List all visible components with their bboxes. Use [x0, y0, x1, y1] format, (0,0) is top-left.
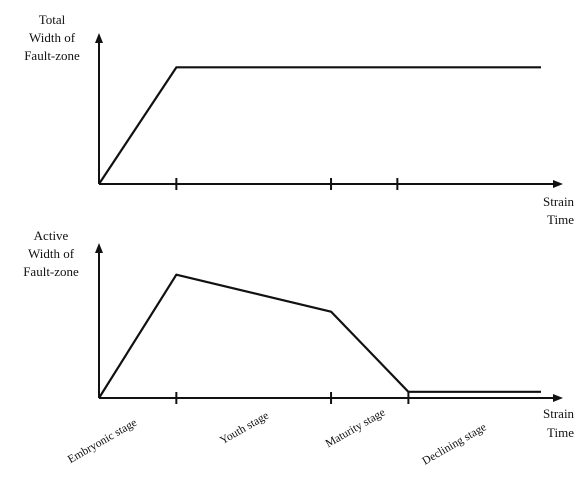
total-width-chart: Total Width of Fault-zone Strain Time [24, 12, 574, 227]
y-axis-label-line-2: Width of [29, 30, 76, 45]
stage-label-youth: Youth stage [218, 410, 271, 447]
series-group [98, 66, 541, 185]
x-axis-label-time: Time [547, 425, 574, 440]
stage-label-declining: Declining stage [420, 421, 488, 467]
tick-marks [175, 178, 399, 190]
series-line-1 [98, 66, 541, 185]
x-axis-label-strain: Strain [543, 406, 575, 421]
series-group [98, 273, 541, 399]
y-axis-label-line-3: Fault-zone [24, 48, 80, 63]
y-axis-label-line-1: Active [34, 228, 69, 243]
x-axis-label-strain: Strain [543, 194, 575, 209]
y-axis-label-line-2: Width of [28, 246, 75, 261]
stage-label-maturity: Maturity stage [324, 407, 388, 451]
y-axis-label-line-1: Total [39, 12, 66, 27]
x-axis-label-time: Time [547, 212, 574, 227]
stage-label-embryonic: Embryonic stage [66, 417, 139, 466]
active-width-chart: Active Width of Fault-zone Strain Time E… [23, 228, 574, 468]
y-axis-label-line-3: Fault-zone [23, 264, 79, 279]
tick-marks [175, 392, 410, 404]
series-line-1 [98, 273, 541, 399]
